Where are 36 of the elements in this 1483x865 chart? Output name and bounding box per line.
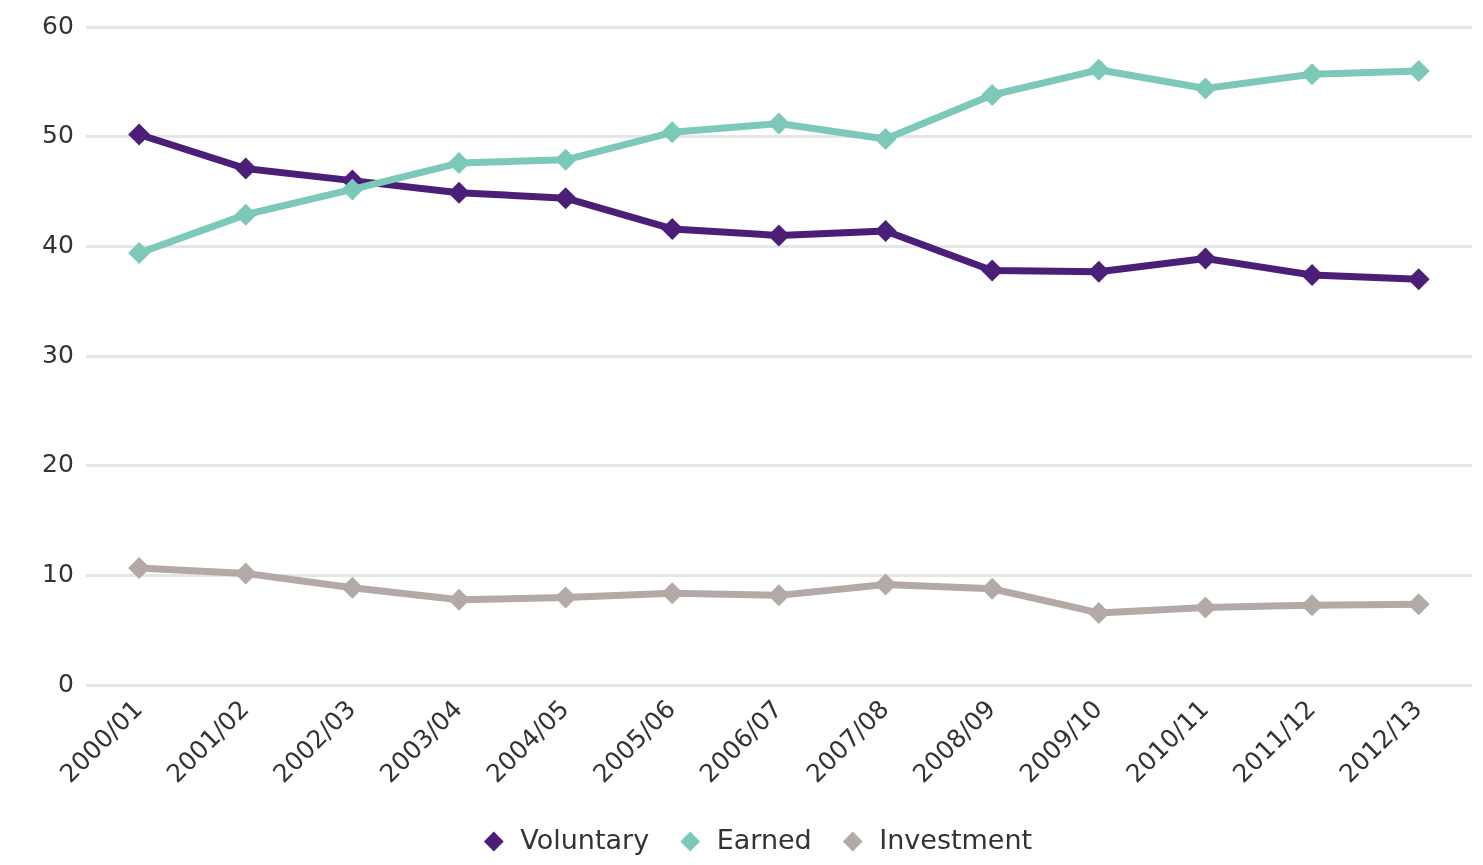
point <box>661 217 684 240</box>
point <box>128 123 151 146</box>
point <box>234 203 257 226</box>
point <box>981 259 1004 282</box>
point <box>1087 58 1110 81</box>
y-tick-label: 60 <box>42 10 74 40</box>
point <box>1194 247 1217 270</box>
point <box>554 586 577 609</box>
y-tick-label: 30 <box>42 339 74 369</box>
y-tick-label: 0 <box>57 668 74 698</box>
y-tick-label: 50 <box>42 120 74 150</box>
y-tick-label: 40 <box>42 229 74 259</box>
point <box>554 187 577 210</box>
point <box>874 127 897 150</box>
point <box>1194 77 1217 100</box>
point <box>1087 601 1110 624</box>
legend-label: Voluntary <box>520 823 650 855</box>
point <box>1194 596 1217 619</box>
point <box>874 220 897 243</box>
y-tick-label: 20 <box>42 449 74 479</box>
point <box>554 148 577 171</box>
point <box>234 562 257 585</box>
point <box>234 157 257 180</box>
point <box>341 178 364 201</box>
point <box>981 84 1004 107</box>
point <box>874 573 897 596</box>
point <box>767 224 790 247</box>
point <box>661 121 684 144</box>
y-tick-label: 10 <box>42 559 74 589</box>
point <box>767 112 790 135</box>
legend-label: Investment <box>879 823 1033 855</box>
point <box>981 577 1004 600</box>
point <box>1407 268 1430 291</box>
point <box>341 576 364 599</box>
point <box>128 242 151 265</box>
legend-label: Earned <box>716 823 812 855</box>
